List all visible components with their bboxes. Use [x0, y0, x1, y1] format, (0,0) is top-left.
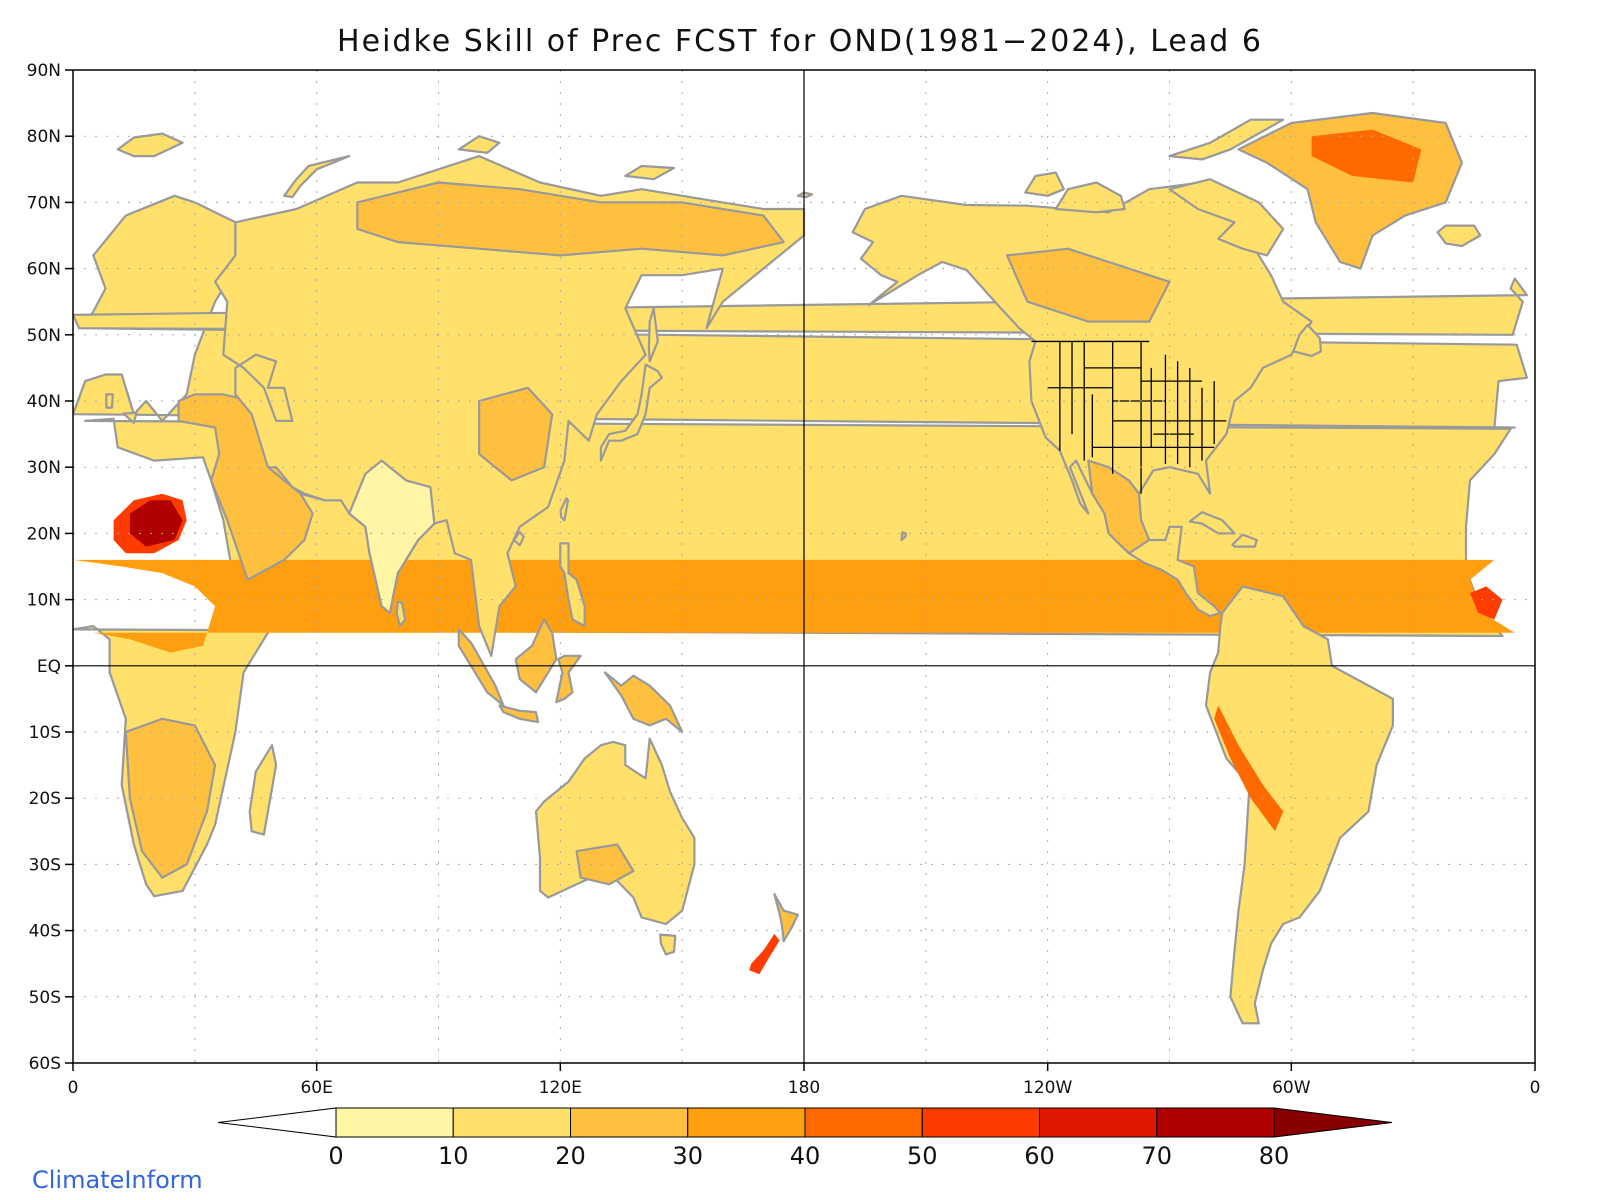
y-tick-label: 80N	[27, 127, 61, 147]
region-sahel-hotspot-core	[129, 500, 183, 547]
region-java	[498, 704, 540, 724]
region-tasmania	[659, 933, 677, 956]
region-andes-band	[1214, 705, 1284, 832]
region-ellesmere-island	[1168, 118, 1285, 161]
region-central-africa	[73, 559, 1515, 653]
region-wrangel-island	[796, 191, 814, 199]
colorbar-level-label: 60	[1024, 1142, 1055, 1170]
y-tick-label: 10S	[29, 723, 61, 743]
colorbar-bin	[1039, 1107, 1158, 1138]
x-tick-label: 120W	[1023, 1078, 1072, 1098]
y-tick-label: 70N	[27, 193, 61, 213]
region-japan	[599, 363, 664, 462]
region-sri-lanka	[395, 600, 407, 628]
colorbar-bin	[921, 1107, 1040, 1138]
region-africa	[73, 417, 1512, 898]
region-novaya-zemlya	[283, 155, 351, 199]
graticule-layer	[73, 70, 1535, 1063]
state-borders-layer	[1031, 340, 1227, 494]
colorbar-level-label: 20	[555, 1142, 586, 1170]
colorbar-bin	[687, 1107, 806, 1138]
region-guinea-coast	[1470, 586, 1503, 620]
colorbar-bin	[570, 1107, 689, 1138]
x-axis-ticks: 0 60E 120E 180 120W 60W 0	[68, 1063, 1541, 1098]
x-tick-label: 0	[1530, 1078, 1541, 1098]
colorbar-bin	[804, 1107, 923, 1138]
colorbar-above-triangle	[1273, 1107, 1393, 1138]
colorbar-bin	[1156, 1107, 1275, 1138]
y-tick-label: 50S	[29, 988, 61, 1008]
region-hainan	[512, 530, 525, 547]
colorbar-level-label: 10	[438, 1142, 469, 1170]
region-australia-inland	[575, 843, 635, 886]
colorbar-level-label: 80	[1259, 1142, 1290, 1170]
colorbar-level-label: 70	[1141, 1142, 1172, 1170]
region-north-america	[851, 181, 1313, 618]
region-baffin-island	[1168, 178, 1285, 257]
y-tick-label: 50N	[27, 326, 61, 346]
region-sardinia	[105, 393, 114, 409]
region-sicily	[122, 411, 138, 424]
region-hawaii	[900, 530, 908, 542]
colorbar-level-label: 30	[672, 1142, 703, 1170]
region-newfoundland	[1292, 323, 1323, 358]
region-sulawesi	[555, 654, 582, 704]
y-tick-label: 40N	[27, 392, 61, 412]
colorbar: 0 10 20 30 40 50 60 70 80	[217, 1107, 1393, 1170]
y-tick-label: 20N	[27, 524, 61, 544]
x-tick-label: 60W	[1272, 1078, 1311, 1098]
x-tick-label: 0	[68, 1078, 79, 1098]
region-new-zealand-south	[749, 933, 780, 975]
y-tick-label: EQ	[37, 657, 61, 677]
chart-title: Heidke Skill of Prec FCST for OND(1981−2…	[337, 24, 1263, 59]
reference-lines-layer	[73, 70, 1535, 1063]
colorbar-level-label: 0	[328, 1142, 343, 1170]
region-new-siberian-islands	[624, 164, 676, 181]
region-canada-band	[1005, 247, 1171, 323]
y-tick-label: 20S	[29, 789, 61, 809]
y-tick-label: 30N	[27, 458, 61, 478]
region-greenland-core	[1311, 129, 1422, 183]
region-hispaniola	[1231, 533, 1258, 548]
credit-label: ClimateInform	[32, 1166, 203, 1194]
y-tick-label: 90N	[27, 61, 61, 81]
region-sumatra	[457, 628, 505, 707]
region-severnaya-zemlya	[457, 135, 501, 154]
x-tick-label: 180	[788, 1078, 820, 1098]
colorbar-bin	[452, 1107, 571, 1138]
region-banks-island	[1024, 171, 1066, 197]
region-iceland	[1436, 224, 1482, 248]
y-axis-ticks: 90N 80N 70N 60N 50N 40N 30N 20N 10N EQ 10S 20S 30S 40…	[27, 61, 73, 1074]
region-sakhalin	[647, 307, 659, 363]
region-cuba	[1188, 511, 1236, 535]
region-india	[348, 459, 436, 614]
region-philippines	[559, 542, 586, 628]
region-southern-africa	[124, 717, 217, 879]
region-madagascar	[248, 744, 278, 836]
colorbar-level-label: 50	[907, 1142, 938, 1170]
y-tick-label: 60S	[29, 1054, 61, 1074]
region-svalbard	[116, 132, 184, 158]
region-australia	[534, 737, 696, 926]
x-tick-label: 60E	[300, 1078, 332, 1098]
region-borneo	[514, 618, 558, 694]
colorbar-bin	[335, 1107, 454, 1138]
colorbar-below-triangle	[217, 1107, 337, 1138]
y-tick-label: 60N	[27, 260, 61, 280]
y-tick-label: 10N	[27, 591, 61, 611]
x-tick-label: 120E	[539, 1078, 582, 1098]
y-tick-label: 40S	[29, 922, 61, 942]
region-victoria-island	[1054, 181, 1126, 214]
colorbar-level-label: 40	[790, 1142, 821, 1170]
region-mexico	[1087, 459, 1151, 555]
land-skill-layer	[73, 111, 1529, 1025]
region-new-zealand-north	[773, 893, 800, 943]
region-china-interior	[478, 386, 554, 482]
y-tick-label: 30S	[29, 855, 61, 875]
region-siberia-band	[356, 181, 785, 257]
